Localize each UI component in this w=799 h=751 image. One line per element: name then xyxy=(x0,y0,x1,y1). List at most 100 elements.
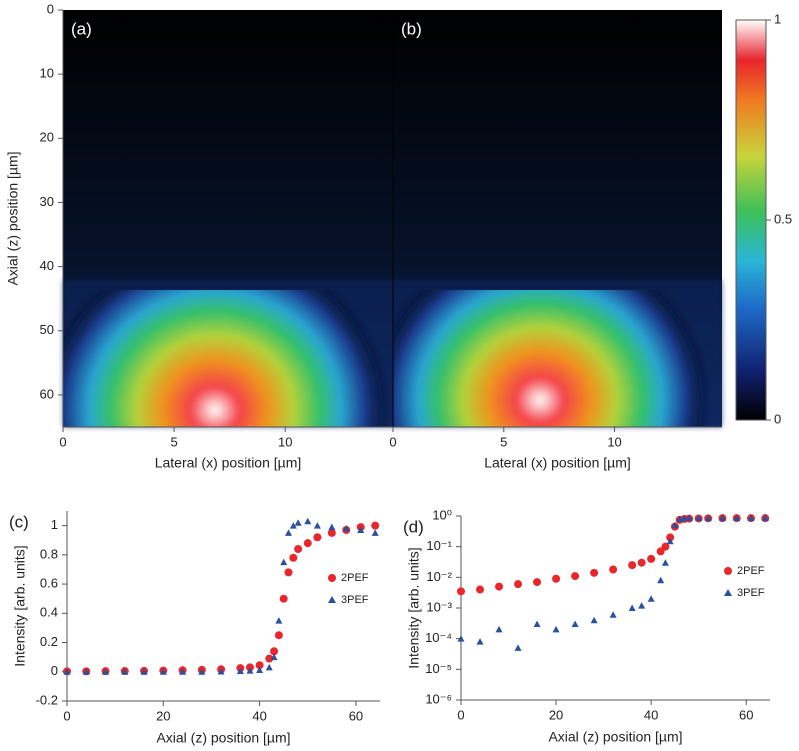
point xyxy=(313,522,321,529)
y-tick-label: 10 xyxy=(40,66,54,81)
point xyxy=(313,533,322,542)
y-tick-label: -0.2 xyxy=(36,692,58,707)
x-axis-label: Lateral (x) position [µm] xyxy=(484,455,631,471)
point xyxy=(695,514,703,522)
point xyxy=(279,594,288,603)
point xyxy=(265,654,274,663)
point xyxy=(552,625,560,633)
point xyxy=(236,667,244,675)
point xyxy=(628,604,636,611)
point xyxy=(270,647,279,656)
point xyxy=(82,668,90,675)
point xyxy=(256,666,264,674)
x-tick-label: 5 xyxy=(500,434,507,449)
point xyxy=(671,521,679,529)
x-tick-label: 0 xyxy=(63,708,70,723)
y-tick-label: 0.6 xyxy=(40,576,58,591)
point xyxy=(457,635,465,642)
point xyxy=(590,568,599,577)
point xyxy=(357,526,365,533)
legend-label: 2PEF xyxy=(737,565,765,577)
y-tick-label: 10⁻⁶ xyxy=(425,691,452,706)
y-tick-label: 20 xyxy=(40,130,54,145)
point xyxy=(628,561,637,570)
point xyxy=(704,514,712,522)
x-tick-label: 0 xyxy=(457,707,464,722)
y-axis-label: Axial (z) position [µm] xyxy=(5,151,21,285)
y-tick-label: 50 xyxy=(40,322,54,337)
x-axis-label: Axial (z) position [µm] xyxy=(156,730,290,746)
colorbar-tick-label: 1 xyxy=(774,11,781,26)
point xyxy=(761,514,769,522)
point xyxy=(280,558,288,566)
point xyxy=(457,587,465,596)
point xyxy=(666,533,675,542)
panel-label: (a) xyxy=(71,19,92,38)
point xyxy=(289,522,297,529)
point xyxy=(609,565,618,574)
point xyxy=(275,617,283,624)
point xyxy=(609,611,617,618)
y-tick-label: 1 xyxy=(51,517,58,532)
colorbar-tick-label: 0.5 xyxy=(774,211,792,226)
point xyxy=(342,525,350,532)
point xyxy=(304,517,312,525)
point xyxy=(718,514,726,522)
point xyxy=(140,668,148,675)
y-tick-label: 10⁻² xyxy=(426,569,452,584)
point xyxy=(661,559,669,566)
point xyxy=(637,558,646,567)
x-tick-label: 0 xyxy=(59,434,66,449)
point xyxy=(289,553,298,562)
y-tick-label: 0.4 xyxy=(40,605,58,620)
point xyxy=(657,576,665,584)
panel-label: (c) xyxy=(9,512,29,531)
point xyxy=(476,638,484,645)
y-tick-label: 40 xyxy=(40,258,54,273)
y-tick-label: 10⁻³ xyxy=(426,599,452,614)
x-tick-label: 0 xyxy=(389,434,396,449)
x-tick-label: 40 xyxy=(252,708,266,723)
point xyxy=(514,580,523,589)
point xyxy=(255,661,264,670)
x-tick-label: 40 xyxy=(644,707,658,722)
y-tick-label: 60 xyxy=(40,386,54,401)
point xyxy=(590,616,598,624)
point xyxy=(647,554,656,563)
point xyxy=(294,545,303,553)
y-tick-label: 30 xyxy=(40,194,54,209)
point xyxy=(294,519,302,526)
point xyxy=(666,537,674,545)
y-tick-label: 0.2 xyxy=(40,634,58,649)
y-tick-label: 10⁻⁴ xyxy=(425,630,452,645)
point xyxy=(571,572,580,581)
legend-marker xyxy=(328,574,336,582)
point xyxy=(733,514,741,522)
x-axis-label: Lateral (x) position [µm] xyxy=(155,455,302,471)
point xyxy=(327,528,336,537)
point xyxy=(246,667,254,674)
point xyxy=(680,514,688,522)
x-tick-label: 5 xyxy=(170,434,177,449)
point xyxy=(63,668,71,675)
point xyxy=(328,523,336,531)
point xyxy=(274,631,283,640)
point xyxy=(533,578,542,587)
point xyxy=(179,668,187,675)
legend-marker xyxy=(724,567,732,575)
x-tick-label: 60 xyxy=(739,707,753,722)
y-axis-label: Intensity [arb. units] xyxy=(406,547,422,668)
panel-label: (b) xyxy=(401,19,422,38)
point xyxy=(285,529,293,536)
legend-marker xyxy=(328,596,336,603)
point xyxy=(102,668,110,675)
point xyxy=(284,568,293,577)
y-tick-label: 10⁰ xyxy=(432,507,452,522)
point xyxy=(159,668,167,675)
point xyxy=(217,667,225,675)
point xyxy=(638,602,646,609)
heatmap-image xyxy=(63,10,722,427)
point xyxy=(198,668,206,675)
x-tick-label: 10 xyxy=(278,434,292,449)
colorbar-tick-label: 0 xyxy=(774,411,781,426)
